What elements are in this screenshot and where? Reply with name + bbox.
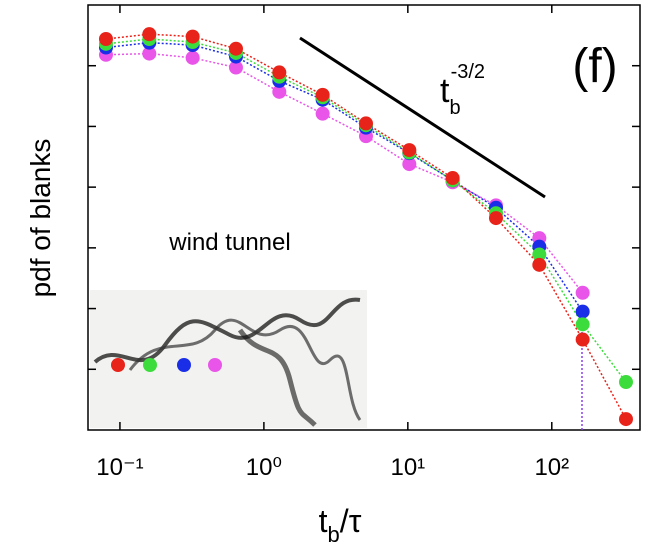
data-point (532, 258, 546, 272)
x-tick-label: 10⁻¹ (96, 454, 143, 481)
data-point (619, 412, 633, 426)
x-label-rest: /τ (340, 503, 362, 539)
data-point (186, 51, 200, 65)
chart-title: (f) (572, 40, 617, 93)
series-line (106, 43, 583, 312)
data-point (402, 143, 416, 157)
data-point (576, 317, 590, 331)
data-point (359, 116, 373, 130)
data-point (272, 65, 286, 79)
data-point (619, 375, 633, 389)
data-point (142, 27, 156, 41)
slope-sup: -3/2 (451, 61, 485, 83)
data-point (99, 32, 113, 46)
x-label-sub: b (328, 522, 340, 547)
chart: (f) tb-3/2 wind tunnel pdf of blanks tb/… (0, 0, 648, 552)
data-point (576, 333, 590, 347)
x-tick-label: 10¹ (390, 454, 425, 481)
data-point (316, 88, 330, 102)
series-line (106, 54, 583, 293)
y-axis-label: pdf of blanks (25, 139, 56, 298)
inset-image (90, 290, 367, 428)
data-point (229, 42, 243, 56)
data-point (576, 305, 590, 319)
x-tick-label: 10⁰ (246, 454, 282, 481)
slope-annotation: tb-3/2 (440, 61, 485, 119)
data-point (446, 171, 460, 185)
x-axis-label: tb/τ (319, 503, 362, 547)
data-point (576, 286, 590, 300)
annotation-label: wind tunnel (168, 229, 290, 256)
slope-sub: b (449, 97, 460, 119)
data-point (316, 107, 330, 121)
data-point (186, 30, 200, 44)
data-point (489, 211, 503, 225)
slope-line (300, 38, 545, 197)
x-label-t: t (319, 503, 328, 539)
x-tick-label: 10² (534, 454, 569, 481)
